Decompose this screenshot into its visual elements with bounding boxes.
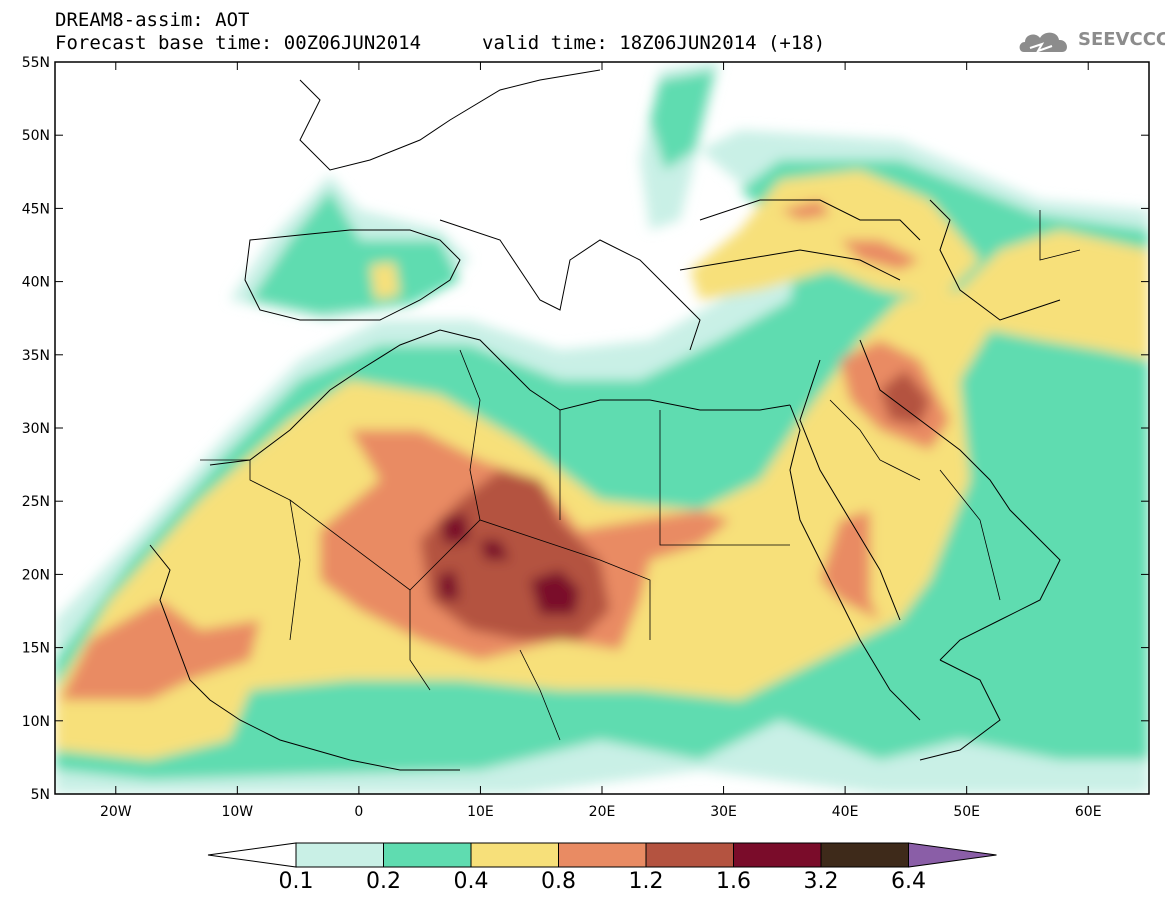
lat-tick-label: 15N bbox=[22, 641, 50, 657]
lat-tick-label: 50N bbox=[22, 128, 50, 144]
aot-level-0.4 bbox=[690, 170, 980, 300]
colorbar-label: 1.6 bbox=[716, 869, 751, 894]
seevccc-logo: SEEVCCC bbox=[1016, 24, 1165, 58]
lat-tick-label: 35N bbox=[22, 348, 50, 364]
colorbar-arrow-high bbox=[908, 842, 997, 868]
colorbar-label: 6.4 bbox=[891, 869, 926, 894]
aot-contours bbox=[55, 62, 1149, 794]
lon-tick-label: 0 bbox=[354, 804, 363, 820]
lat-tick-label: 25N bbox=[22, 494, 50, 510]
cloud-icon bbox=[1019, 32, 1068, 53]
colorbar-bin bbox=[820, 842, 909, 868]
aot-level-0.4 bbox=[370, 262, 400, 300]
lat-tick-label: 10N bbox=[22, 714, 50, 730]
aot-level-1.6 bbox=[438, 570, 460, 600]
aot-level-0.2 bbox=[250, 190, 460, 315]
lon-tick-label: 30E bbox=[710, 804, 737, 820]
colorbar-bin bbox=[295, 842, 384, 868]
lat-tick-label: 55N bbox=[22, 55, 50, 71]
lat-tick-label: 45N bbox=[22, 201, 50, 217]
lon-tick-label: 20W bbox=[100, 804, 132, 820]
aot-level-1.6 bbox=[440, 512, 470, 545]
lon-tick-label: 40E bbox=[832, 804, 859, 820]
aot-level-0.8 bbox=[780, 200, 830, 220]
borders bbox=[200, 210, 1081, 741]
lon-tick-label: 60E bbox=[1075, 804, 1102, 820]
lat-tick-label: 5N bbox=[31, 787, 50, 803]
colorbar-label: 0.1 bbox=[278, 869, 314, 894]
colorbar-bin bbox=[558, 842, 647, 868]
aot-level-1.6 bbox=[480, 540, 510, 560]
map-title: DREAM8-assim: AOT bbox=[55, 9, 250, 31]
valid-time: valid time: 18Z06JUN2014 (+18) bbox=[482, 32, 826, 54]
aot-level-0.8 bbox=[840, 240, 920, 270]
colorbar-label: 0.4 bbox=[453, 869, 489, 894]
coastlines bbox=[149, 69, 1061, 771]
aot-level-0.2 bbox=[650, 70, 715, 170]
aot-level-1.2 bbox=[880, 370, 930, 425]
lat-tick-label: 40N bbox=[22, 275, 50, 291]
colorbar-label: 1.2 bbox=[628, 869, 664, 894]
aot-level-1.6 bbox=[530, 570, 580, 615]
forecast-base-time: Forecast base time: 00Z06JUN2014 bbox=[55, 32, 422, 54]
lon-axis: 20W 10W 0 10E 20E 30E 40E 50E 60E bbox=[100, 62, 1102, 820]
lat-axis: 5N 10N 15N 20N 25N 30N 35N 40N 45N 50N 55N bbox=[22, 55, 1149, 803]
colorbar-label: 0.2 bbox=[366, 869, 401, 894]
colorbar-arrow-low bbox=[207, 842, 297, 868]
aot-level-0.8 bbox=[60, 600, 260, 700]
logo-text: SEEVCCC bbox=[1078, 29, 1165, 50]
colorbar-bin bbox=[383, 842, 472, 868]
colorbar-bin bbox=[645, 842, 734, 868]
colorbar-label: 3.2 bbox=[803, 869, 839, 894]
lon-tick-label: 20E bbox=[589, 804, 616, 820]
colorbar-bin bbox=[470, 842, 559, 868]
colorbar-label: 0.8 bbox=[541, 869, 576, 894]
lon-tick-label: 10W bbox=[221, 804, 253, 820]
lat-tick-label: 30N bbox=[22, 421, 50, 437]
lon-tick-label: 10E bbox=[467, 804, 494, 820]
colorbar-bin bbox=[733, 842, 822, 868]
aot-level-0.8 bbox=[820, 510, 880, 620]
colorbar bbox=[207, 842, 997, 868]
lon-tick-label: 50E bbox=[953, 804, 980, 820]
lat-tick-label: 20N bbox=[22, 567, 50, 583]
